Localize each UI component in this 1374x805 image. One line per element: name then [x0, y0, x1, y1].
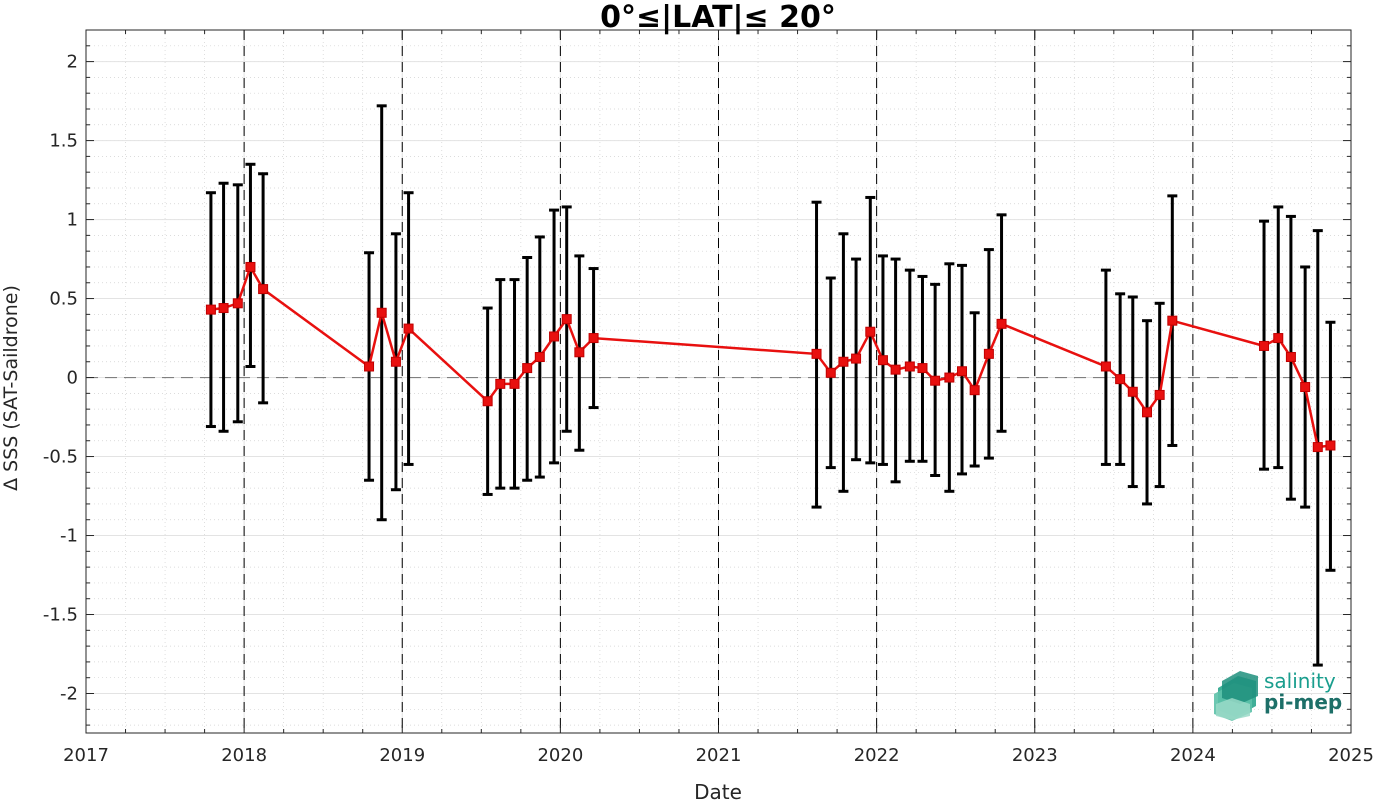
data-point	[403, 323, 414, 334]
data-point	[218, 303, 229, 314]
data-point	[1259, 340, 1270, 351]
salinity-pi-mep-logo: salinity pi-mep	[1214, 669, 1342, 721]
logo-text-salinity: salinity	[1264, 669, 1336, 693]
data-point	[1115, 374, 1126, 385]
y-tick-label: 0.5	[49, 289, 78, 310]
x-tick-label: 2019	[379, 745, 425, 766]
y-tick-label: -2	[60, 684, 78, 705]
series-line	[210, 264, 1331, 449]
data-point	[245, 261, 256, 272]
data-point	[522, 363, 533, 374]
y-tick-label: -0.5	[43, 447, 78, 468]
data-point	[930, 375, 941, 386]
data-point	[561, 314, 572, 325]
data-point	[1127, 386, 1138, 397]
data-point	[1325, 440, 1336, 451]
x-tick-label: 2023	[1012, 745, 1058, 766]
data-point	[588, 333, 599, 344]
data-point	[865, 326, 876, 337]
data-point	[904, 361, 915, 372]
tick-labels: 2017 2018 2019 2020 2021 2022 2023 2024 2025 2 1.5…	[43, 52, 1374, 766]
data-point	[390, 356, 401, 367]
chart-title: 0°≤|LAT|≤ 20°	[600, 0, 836, 35]
x-tick-label: 2021	[696, 745, 742, 766]
x-tick-label: 2017	[63, 745, 109, 766]
x-tick-label: 2025	[1328, 745, 1374, 766]
data-point	[549, 331, 560, 342]
x-tick-label: 2022	[854, 745, 900, 766]
data-point	[890, 364, 901, 375]
x-tick-label: 2024	[1170, 745, 1216, 766]
data-point	[983, 348, 994, 359]
x-tick-label: 2018	[221, 745, 267, 766]
data-point	[232, 298, 243, 309]
error-bars	[205, 104, 1336, 667]
data-point	[877, 355, 888, 366]
y-tick-label: -1.5	[43, 605, 78, 626]
axes	[85, 29, 1352, 734]
y-tick-label: 0	[67, 368, 78, 389]
logo-icon	[1214, 671, 1258, 721]
data-point	[825, 367, 836, 378]
data-point	[258, 284, 269, 295]
data-point	[509, 378, 520, 389]
data-point	[1273, 333, 1284, 344]
data-point	[1100, 361, 1111, 372]
data-point	[482, 396, 493, 407]
y-tick-label: 2	[67, 52, 78, 73]
data-point	[1167, 315, 1178, 326]
data-point	[1154, 389, 1165, 400]
y-tick-label: -1	[60, 526, 78, 547]
data-point	[574, 347, 585, 358]
data-point	[364, 361, 375, 372]
data-point	[205, 304, 216, 315]
data-point	[534, 352, 545, 363]
data-point	[969, 385, 980, 396]
y-tick-label: 1	[67, 210, 78, 231]
data-point	[957, 366, 968, 377]
data-point	[851, 353, 862, 364]
data-point	[996, 318, 1007, 329]
data-point	[1285, 352, 1296, 363]
data-point	[944, 372, 955, 383]
data-point	[376, 307, 387, 318]
data-point	[811, 348, 822, 359]
data-point	[1300, 382, 1311, 393]
data-point	[1312, 442, 1323, 453]
logo-text-pi-mep: pi-mep	[1264, 690, 1342, 714]
x-tick-label: 2020	[537, 745, 583, 766]
y-tick-label: 1.5	[49, 131, 78, 152]
y-axis-label: Δ SSS (SAT-Saildrone)	[0, 285, 22, 491]
series-line-group	[210, 264, 1331, 449]
x-axis-label: Date	[694, 780, 742, 801]
data-points	[205, 261, 1336, 453]
data-point	[917, 363, 928, 374]
data-point	[838, 356, 849, 367]
data-point	[495, 378, 506, 389]
data-point	[1142, 407, 1153, 418]
year-boundaries	[243, 30, 1194, 733]
